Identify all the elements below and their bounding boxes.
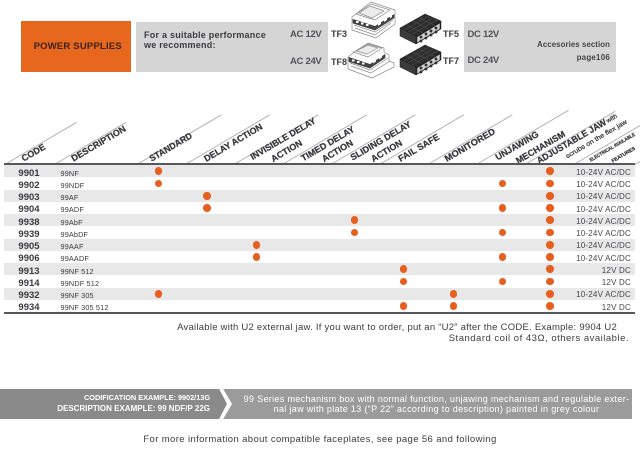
svg-text:DESCRIPTION: DESCRIPTION <box>69 124 127 164</box>
svg-text:STANDARD: STANDARD <box>148 130 195 163</box>
svg-text:CODE: CODE <box>20 142 47 164</box>
svg-text:MONITORED: MONITORED <box>443 126 498 164</box>
svg-text:FAIL SAFE: FAIL SAFE <box>396 132 441 164</box>
